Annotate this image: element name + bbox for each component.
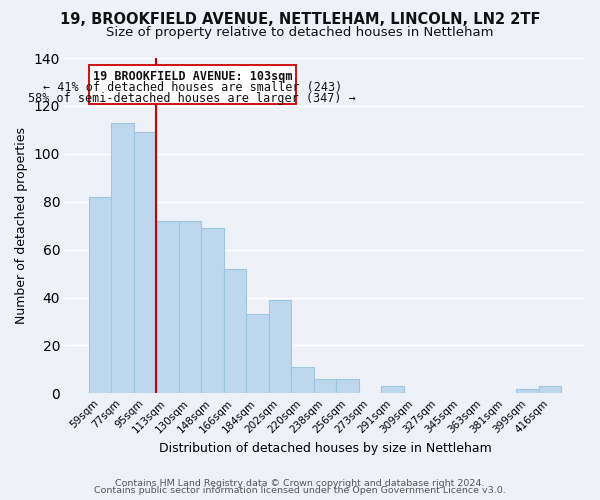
Bar <box>292 367 314 394</box>
Text: Contains HM Land Registry data © Crown copyright and database right 2024.: Contains HM Land Registry data © Crown c… <box>115 478 485 488</box>
Text: 19 BROOKFIELD AVENUE: 103sqm: 19 BROOKFIELD AVENUE: 103sqm <box>92 70 292 83</box>
Y-axis label: Number of detached properties: Number of detached properties <box>16 127 28 324</box>
Bar <box>314 379 337 394</box>
Bar <box>89 197 111 394</box>
Bar <box>269 300 292 394</box>
FancyBboxPatch shape <box>89 65 296 104</box>
Bar <box>382 386 404 394</box>
Bar <box>111 122 134 394</box>
Bar <box>517 388 539 394</box>
Bar <box>247 314 269 394</box>
X-axis label: Distribution of detached houses by size in Nettleham: Distribution of detached houses by size … <box>158 442 491 455</box>
Bar <box>179 221 201 394</box>
Bar <box>156 221 179 394</box>
Text: 58% of semi-detached houses are larger (347) →: 58% of semi-detached houses are larger (… <box>28 92 356 104</box>
Text: ← 41% of detached houses are smaller (243): ← 41% of detached houses are smaller (24… <box>43 81 342 94</box>
Bar <box>134 132 156 394</box>
Bar <box>337 379 359 394</box>
Text: 19, BROOKFIELD AVENUE, NETTLEHAM, LINCOLN, LN2 2TF: 19, BROOKFIELD AVENUE, NETTLEHAM, LINCOL… <box>60 12 540 28</box>
Text: Contains public sector information licensed under the Open Government Licence v3: Contains public sector information licen… <box>94 486 506 495</box>
Bar <box>539 386 562 394</box>
Bar <box>201 228 224 394</box>
Bar <box>224 269 247 394</box>
Text: Size of property relative to detached houses in Nettleham: Size of property relative to detached ho… <box>106 26 494 39</box>
